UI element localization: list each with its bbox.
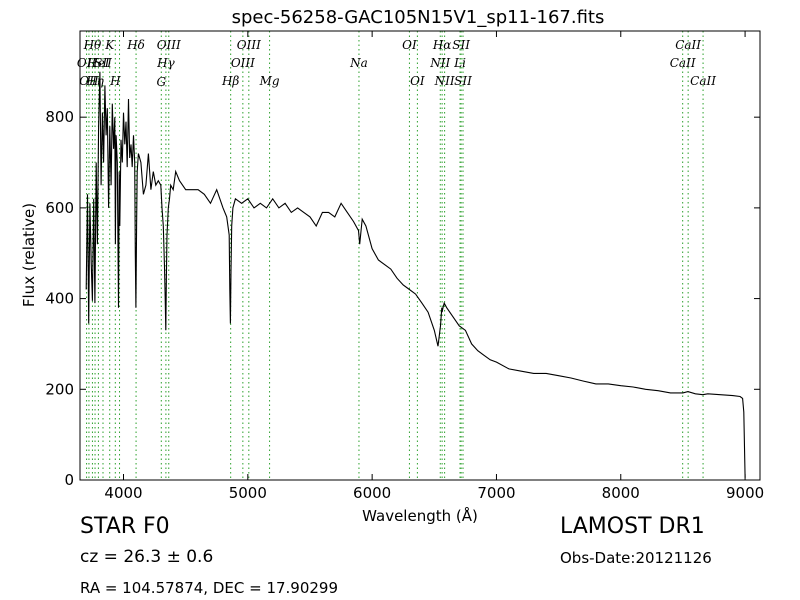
x-tick-label-3: 7000 [477,484,515,502]
y-tick-label-4: 800 [45,108,74,126]
line-label-27: CaII [675,38,701,52]
chart-title: spec-56258-GAC105N15V1_sp11-167.fits [232,7,605,28]
line-label-24: SII [452,38,470,52]
line-label-6: K [104,38,115,52]
y-axis-label: Flux (relative) [20,203,38,307]
x-axis-label: Wavelength (Å) [362,506,478,525]
line-label-16: Mg [259,74,280,88]
line-label-15: OIII [237,38,261,52]
y-tick-label-0: 0 [64,471,74,489]
line-label-20: NII [429,56,450,70]
line-label-25: SII [454,74,472,88]
line-label-17: Na [349,56,368,70]
y-axis-ticks: 0 200 400 600 800 [45,108,760,489]
plot-frame [79,30,761,481]
emission-line-markers [86,31,704,480]
redshift-cz: cz = 26.3 ± 0.6 [80,547,214,567]
line-label-23: Li [453,56,466,70]
line-label-26: CaII [670,56,696,70]
y-tick-label-1: 200 [45,380,74,398]
x-tick-label-2: 6000 [353,484,391,502]
x-tick-label-0: 4000 [104,484,142,502]
line-label-12: OIII [157,38,181,52]
y-tick-label-3: 600 [45,199,74,217]
line-label-19: OI [410,74,425,88]
line-label-10: G [157,75,167,89]
survey-name: LAMOST DR1 [560,514,705,539]
line-label-22: NII [434,74,455,88]
coordinates: RA = 104.57874, DEC = 17.90299 [80,579,339,597]
emission-line-labels: OIIOIIHθHηHeISIIKHHδGHγOIIIHβOIIIOIIIMgN… [77,38,716,89]
line-label-11: Hγ [156,56,175,70]
line-label-18: OI [402,38,417,52]
line-label-7: H [109,74,121,88]
spectrum-line [85,71,746,478]
line-label-13: Hβ [221,74,239,88]
x-tick-label-4: 8000 [602,484,640,502]
line-label-3: Hη [85,74,104,88]
object-class: STAR F0 [80,514,170,539]
y-tick-label-2: 400 [45,290,74,308]
line-label-5: SII [94,56,112,70]
x-tick-label-5: 9000 [726,484,764,502]
line-label-14: OIII [231,56,255,70]
line-label-0: OII [77,56,97,70]
line-label-9: Hδ [126,38,145,52]
observation-date: Obs-Date:20121126 [560,549,712,567]
line-label-28: CaII [690,74,716,88]
x-tick-label-1: 5000 [229,484,267,502]
line-label-4: HeI [86,56,110,70]
line-label-1: OII [79,74,99,88]
line-label-21: Hα [432,38,452,52]
x-axis-ticks: 4000 5000 6000 7000 8000 9000 [104,31,764,502]
line-label-2: Hθ [83,38,102,52]
